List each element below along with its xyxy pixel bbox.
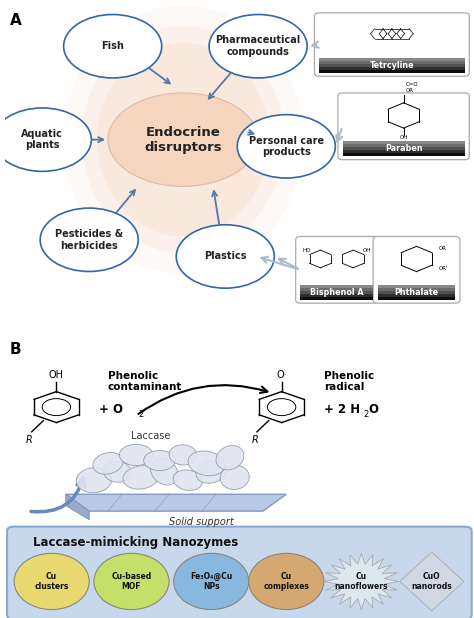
Text: Laccase: Laccase [130, 431, 170, 441]
Polygon shape [66, 494, 286, 511]
FancyBboxPatch shape [319, 58, 465, 61]
Ellipse shape [103, 462, 131, 482]
Text: Pharmaceutical
compounds: Pharmaceutical compounds [216, 35, 301, 57]
FancyBboxPatch shape [319, 70, 465, 73]
Text: + 2 H: + 2 H [324, 404, 360, 417]
Ellipse shape [119, 444, 153, 465]
Ellipse shape [249, 553, 324, 609]
Ellipse shape [93, 452, 123, 474]
Text: 2: 2 [138, 410, 144, 418]
FancyBboxPatch shape [343, 153, 465, 156]
Text: Tetrcyline: Tetrcyline [370, 61, 414, 70]
Text: Fish: Fish [101, 41, 124, 51]
Ellipse shape [0, 108, 91, 171]
Text: R: R [251, 434, 258, 444]
FancyBboxPatch shape [338, 93, 469, 159]
Text: 2: 2 [364, 410, 369, 418]
Ellipse shape [123, 466, 159, 489]
Text: Cu
clusters: Cu clusters [35, 572, 69, 591]
FancyBboxPatch shape [378, 291, 455, 294]
Text: OH: OH [400, 135, 408, 140]
Ellipse shape [82, 26, 284, 253]
Text: Cu
complexes: Cu complexes [264, 572, 309, 591]
FancyBboxPatch shape [319, 67, 465, 70]
Text: Bisphenol A: Bisphenol A [310, 288, 364, 297]
Ellipse shape [173, 553, 249, 609]
Ellipse shape [196, 460, 227, 483]
Text: O: O [368, 404, 378, 417]
Ellipse shape [176, 225, 274, 288]
Text: OR: OR [439, 247, 447, 252]
FancyBboxPatch shape [7, 527, 472, 618]
FancyBboxPatch shape [343, 150, 465, 153]
Ellipse shape [63, 5, 303, 274]
FancyBboxPatch shape [373, 237, 460, 303]
Text: Endocrine
disruptors: Endocrine disruptors [144, 125, 222, 154]
Ellipse shape [14, 553, 89, 609]
FancyBboxPatch shape [301, 285, 373, 288]
Text: CuO
nanorods: CuO nanorods [411, 572, 452, 591]
Ellipse shape [94, 553, 169, 609]
Text: OH: OH [49, 370, 64, 381]
Ellipse shape [209, 14, 307, 78]
Ellipse shape [108, 93, 258, 187]
Text: Laccase-mimicking Nanozymes: Laccase-mimicking Nanozymes [33, 536, 238, 549]
Ellipse shape [237, 115, 335, 178]
Text: Cu-based
MOF: Cu-based MOF [111, 572, 152, 591]
FancyBboxPatch shape [343, 142, 465, 145]
Text: Paraben: Paraben [385, 145, 422, 153]
Text: C=O
OR: C=O OR [406, 82, 419, 93]
Polygon shape [324, 553, 399, 609]
FancyBboxPatch shape [378, 288, 455, 291]
FancyBboxPatch shape [296, 237, 378, 303]
Text: Aquatic
plants: Aquatic plants [21, 129, 63, 150]
FancyBboxPatch shape [378, 297, 455, 300]
FancyBboxPatch shape [319, 61, 465, 64]
Text: Pesticides &
herbicides: Pesticides & herbicides [55, 229, 123, 250]
Text: A: A [9, 13, 21, 28]
Text: Phthalate: Phthalate [394, 288, 438, 297]
FancyBboxPatch shape [301, 291, 373, 294]
Text: Personal care
products: Personal care products [249, 135, 324, 157]
Ellipse shape [76, 468, 111, 493]
Text: OR': OR' [439, 266, 448, 271]
Text: + O: + O [99, 404, 123, 417]
FancyBboxPatch shape [378, 294, 455, 297]
Text: Phenolic
contaminant: Phenolic contaminant [108, 371, 182, 392]
Ellipse shape [150, 459, 178, 485]
FancyBboxPatch shape [378, 285, 455, 288]
Ellipse shape [220, 465, 249, 489]
Ellipse shape [173, 470, 202, 491]
Text: Fe₃O₄@Cu
NPs: Fe₃O₄@Cu NPs [190, 572, 232, 591]
Text: Solid support: Solid support [169, 517, 234, 527]
FancyBboxPatch shape [343, 147, 465, 150]
Text: O·: O· [276, 370, 287, 381]
Polygon shape [66, 494, 89, 520]
Ellipse shape [64, 14, 162, 78]
Text: OH: OH [363, 248, 372, 253]
Ellipse shape [97, 43, 269, 236]
Ellipse shape [40, 208, 138, 271]
Ellipse shape [144, 451, 175, 470]
Text: Cu
nanoflowers: Cu nanoflowers [335, 572, 388, 591]
Text: B: B [9, 342, 21, 357]
FancyBboxPatch shape [343, 145, 465, 147]
Text: Plastics: Plastics [204, 252, 246, 261]
Text: Phenolic
radical: Phenolic radical [324, 371, 374, 392]
FancyBboxPatch shape [301, 297, 373, 300]
Ellipse shape [169, 445, 197, 465]
FancyBboxPatch shape [314, 13, 469, 76]
FancyBboxPatch shape [301, 294, 373, 297]
Ellipse shape [216, 446, 244, 470]
Ellipse shape [188, 451, 225, 476]
FancyBboxPatch shape [319, 64, 465, 67]
Polygon shape [400, 552, 464, 611]
Text: HO: HO [302, 248, 310, 253]
FancyBboxPatch shape [301, 288, 373, 291]
Text: R: R [26, 434, 33, 444]
